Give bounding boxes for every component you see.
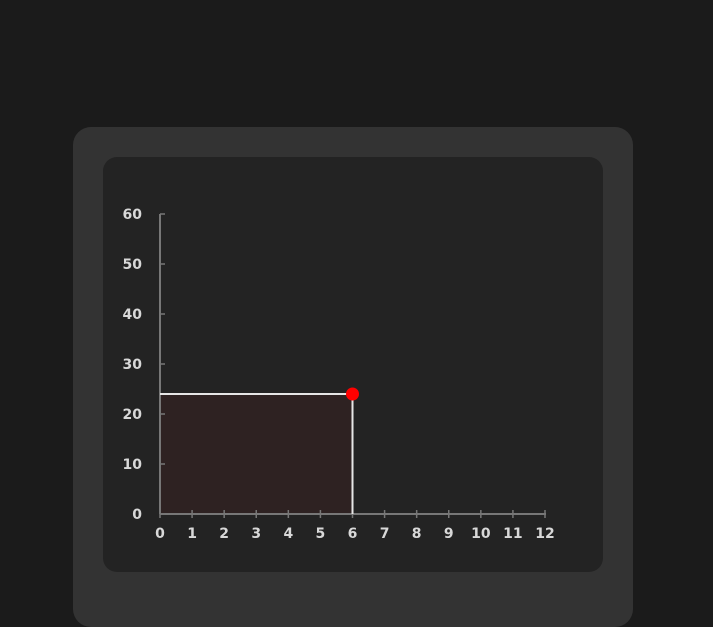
shaded-area xyxy=(160,394,353,514)
x-tick-label: 10 xyxy=(471,526,491,542)
fill-layer xyxy=(160,394,353,514)
x-tick-label: 6 xyxy=(348,526,358,542)
x-tick-label: 7 xyxy=(380,526,390,542)
point-layer[interactable] xyxy=(346,387,359,401)
x-tick-label: 5 xyxy=(316,526,326,542)
guide-layer xyxy=(160,393,354,514)
y-tick-label: 60 xyxy=(123,207,143,223)
y-tick-label: 30 xyxy=(123,357,143,373)
y-tick-label: 20 xyxy=(123,407,143,423)
x-tick-label: 1 xyxy=(187,526,197,542)
x-tick-label: 11 xyxy=(503,526,522,542)
x-tick-label: 3 xyxy=(251,526,261,542)
x-tick-label: 0 xyxy=(155,526,165,542)
y-tick-label: 40 xyxy=(123,307,143,323)
y-tick-label: 0 xyxy=(132,507,142,523)
outer-card: 0 1 2 3 4 5 6 7 8 9 10 11 12 0 10 20 30 40 50 60 xyxy=(73,127,633,627)
chart-panel: 0 1 2 3 4 5 6 7 8 9 10 11 12 0 10 20 30 40 50 60 xyxy=(103,157,603,572)
x-tick-label: 9 xyxy=(444,526,454,542)
x-tick-label: 4 xyxy=(283,526,293,542)
y-tick-label: 10 xyxy=(123,457,143,473)
data-point-handle[interactable] xyxy=(346,387,359,401)
x-tick-label: 8 xyxy=(412,526,422,542)
x-tick-label: 12 xyxy=(535,526,554,542)
y-tick-label: 50 xyxy=(123,257,143,273)
x-tick-label: 2 xyxy=(219,526,229,542)
